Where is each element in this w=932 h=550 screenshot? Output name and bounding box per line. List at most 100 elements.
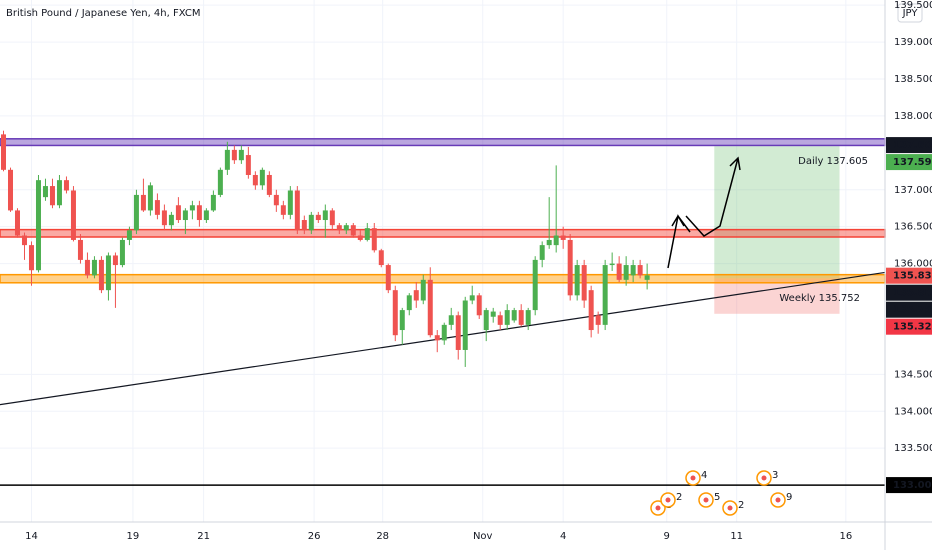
y-tick-label: 138.000 [894, 111, 932, 122]
candle-body [644, 275, 650, 280]
x-tick-label: 9 [664, 531, 670, 542]
candle-body [637, 265, 643, 276]
candle-body [553, 235, 559, 246]
candle-body [308, 214, 314, 231]
candle-body [511, 310, 517, 321]
price-tag [886, 318, 932, 335]
y-tick-label: 134.500 [894, 369, 932, 380]
price-tag-label: 135.836 [893, 271, 932, 282]
candle-body [126, 230, 132, 240]
event-dot [703, 497, 709, 503]
level-band [0, 273, 886, 284]
candle-body [378, 250, 384, 266]
candle-body [490, 311, 496, 317]
candle-body [0, 134, 6, 170]
candle-body [322, 210, 328, 221]
candle-body [371, 228, 377, 251]
y-tick-label: 138.500 [894, 74, 932, 85]
candle-body [56, 180, 62, 206]
price-tag-label: 135.752 [893, 305, 932, 316]
forecast-arrows [667, 156, 741, 269]
candle-body [112, 255, 118, 266]
candle-body [504, 310, 510, 325]
candle-body [329, 210, 335, 226]
y-tick-label: 137.000 [894, 185, 932, 196]
price-tag-label: 137.590 [893, 157, 932, 168]
candle-body [35, 180, 41, 271]
currency-button[interactable] [897, 3, 923, 23]
price-tag [886, 137, 932, 154]
candle-body [595, 315, 601, 325]
event-count: 4 [701, 470, 707, 481]
candle-body [203, 210, 209, 221]
y-tick-label: 136.500 [894, 222, 932, 233]
price-tag [886, 477, 932, 494]
event-dot [727, 505, 733, 511]
candle-body [518, 310, 524, 325]
price-tag-label: 137.605 [893, 140, 932, 151]
candle-body [287, 190, 293, 215]
candle-body [343, 225, 349, 231]
candle-body [21, 235, 27, 246]
x-tick-label: 28 [376, 531, 389, 542]
candle-body [616, 263, 622, 280]
candle-body [581, 265, 587, 301]
x-tick-label: 21 [197, 531, 210, 542]
candle-body [119, 239, 125, 266]
y-tick-label: 139.500 [894, 0, 932, 11]
candle-body [427, 279, 433, 336]
x-tick-label: 4 [560, 531, 566, 542]
candle-body [392, 290, 398, 336]
candle-body [14, 210, 20, 236]
y-tick-label: 136.000 [894, 259, 932, 270]
x-tick-label: Nov [473, 531, 493, 542]
level-band [0, 138, 886, 147]
candle-body [84, 259, 90, 276]
candle-body [266, 174, 272, 195]
candle-body [7, 169, 13, 211]
candle-body [434, 335, 440, 341]
candle-body [455, 315, 461, 350]
candle-body [259, 169, 265, 186]
chart-title: British Pound / Japanese Yen, 4h, FXCM [6, 8, 200, 19]
candle-body [49, 186, 55, 206]
candle-body [315, 214, 321, 221]
candle-body [350, 225, 356, 236]
candle-body [336, 225, 342, 231]
plot-area: Daily 137.605 Weekly 135.752 [0, 0, 886, 522]
candle-body [476, 295, 482, 316]
candle-body [623, 265, 629, 280]
price-tag [886, 154, 932, 171]
candle-body [105, 255, 111, 291]
level-band [0, 228, 886, 238]
x-tick-label: 19 [127, 531, 140, 542]
event-count: 3 [772, 470, 778, 481]
candle-body [42, 186, 48, 198]
candle-body [364, 228, 370, 240]
candle-body [280, 205, 286, 215]
event-dot [655, 505, 661, 511]
candle-body [497, 315, 503, 325]
candle-body [189, 205, 195, 211]
candle-body [28, 245, 34, 271]
candle-body [175, 205, 181, 221]
x-tick-label: 11 [730, 531, 743, 542]
price-tag-label: 133.000 [893, 480, 932, 491]
event-dot [690, 475, 696, 481]
candle-body [154, 200, 160, 215]
candle-body [196, 205, 202, 221]
candle-body [399, 310, 405, 331]
candle-body [238, 149, 244, 161]
candle-body [525, 310, 531, 325]
candle-body [532, 259, 538, 311]
candle-body [588, 290, 594, 331]
event-count: 2 [738, 500, 744, 511]
candle-body [147, 185, 153, 211]
event-dot [761, 475, 767, 481]
price-tag-label: 135.320 [893, 322, 932, 333]
x-tick-label: 16 [839, 531, 852, 542]
candle-body [406, 295, 412, 311]
event-dot [775, 497, 781, 503]
x-tick-label: 14 [25, 531, 38, 542]
